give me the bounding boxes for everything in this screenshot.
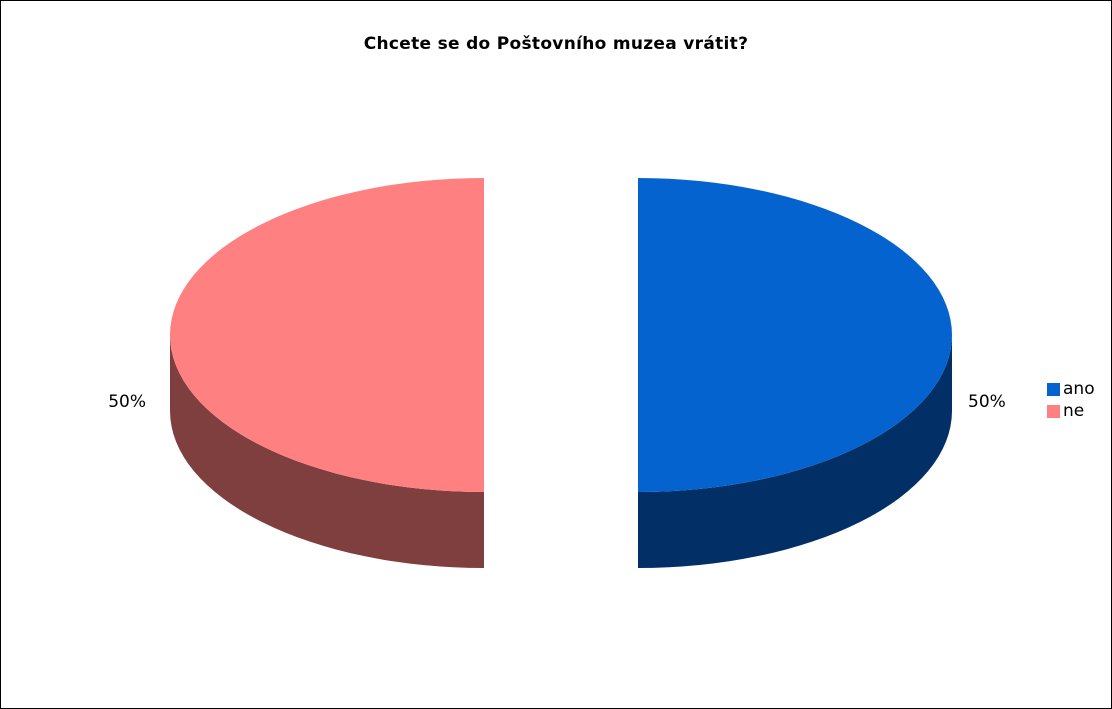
slice-top-ano: [638, 178, 952, 492]
legend-item-ne: ne: [1047, 400, 1095, 422]
slice-side-ano: [638, 335, 952, 568]
slice-side-ne: [170, 335, 484, 568]
legend-swatch-ne: [1047, 404, 1060, 418]
legend: ano ne: [1047, 378, 1095, 422]
data-label-ano: 50%: [968, 392, 1006, 412]
data-label-ne: 50%: [108, 392, 146, 412]
legend-label-ano: ano: [1063, 379, 1095, 399]
slice-top-ne: [170, 178, 484, 492]
legend-label-ne: ne: [1063, 401, 1085, 421]
chart-title: Chcete se do Poštovního muzea vrátit?: [363, 34, 749, 54]
legend-swatch-ano: [1047, 382, 1060, 396]
legend-item-ano: ano: [1047, 378, 1095, 400]
